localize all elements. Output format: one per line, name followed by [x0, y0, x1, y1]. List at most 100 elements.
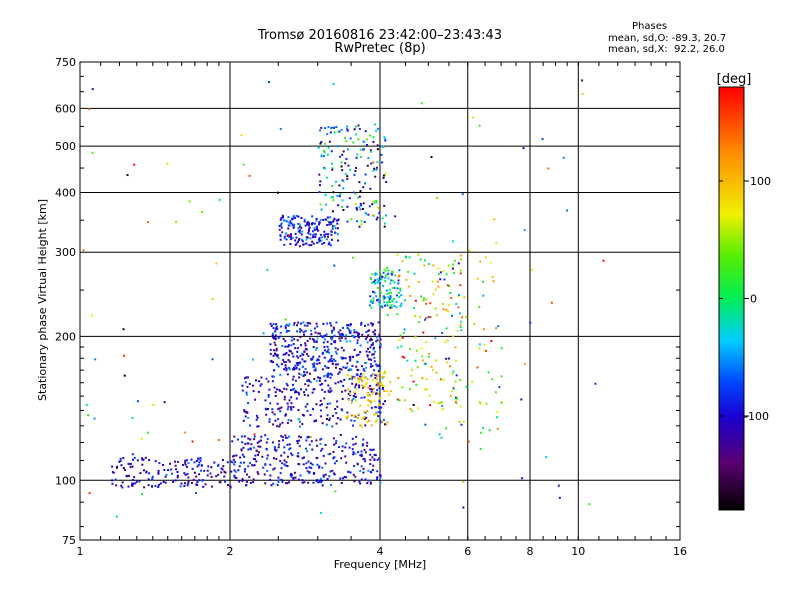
data-point [363, 220, 366, 223]
data-point [366, 347, 369, 350]
data-point [366, 378, 369, 381]
data-point [424, 362, 427, 365]
data-point [366, 164, 369, 167]
data-point [451, 263, 454, 266]
data-point [332, 191, 335, 194]
data-point [249, 481, 252, 484]
data-point [336, 417, 339, 420]
data-point [404, 256, 407, 259]
data-point [387, 272, 390, 275]
data-point [349, 392, 352, 395]
data-point [133, 476, 136, 479]
data-point [361, 425, 364, 428]
data-point [440, 401, 443, 404]
data-point [370, 306, 373, 309]
data-point [304, 344, 307, 347]
data-point [363, 324, 366, 327]
data-point [345, 340, 348, 343]
data-point [267, 394, 270, 397]
data-point [328, 221, 331, 224]
data-point [356, 463, 359, 466]
data-point [361, 333, 364, 336]
data-point [364, 424, 367, 427]
data-point [319, 377, 322, 380]
data-point [338, 337, 341, 340]
data-point [293, 366, 296, 369]
data-point [311, 215, 314, 218]
data-point [393, 286, 396, 289]
data-point [383, 225, 386, 228]
data-point [439, 271, 442, 274]
data-point [396, 346, 399, 349]
data-point [278, 407, 281, 410]
data-point [131, 482, 134, 485]
data-point [306, 450, 309, 453]
data-point [372, 330, 375, 333]
data-point [334, 363, 337, 366]
data-point [147, 478, 150, 481]
data-point [310, 466, 313, 469]
data-point [413, 272, 416, 275]
data-point [360, 220, 363, 223]
data-point [359, 202, 362, 205]
data-point [191, 467, 194, 470]
data-point [360, 384, 363, 387]
data-point [297, 356, 300, 359]
data-point [174, 464, 177, 467]
data-point [336, 348, 339, 351]
data-point [304, 383, 307, 386]
data-point [285, 382, 288, 385]
data-point [288, 224, 291, 227]
data-point [380, 153, 383, 156]
data-point [493, 218, 496, 221]
data-point [323, 335, 326, 338]
data-point [369, 482, 372, 485]
data-point [417, 407, 420, 410]
data-point [123, 374, 126, 377]
data-point [301, 481, 304, 484]
data-point [231, 440, 234, 443]
data-point [364, 411, 367, 414]
data-point [327, 146, 330, 149]
data-point [339, 477, 342, 480]
data-point [367, 404, 370, 407]
data-point [384, 139, 387, 142]
data-point [319, 404, 322, 407]
data-point [403, 328, 406, 331]
data-point [302, 331, 305, 334]
data-point [363, 416, 366, 419]
data-point [308, 372, 311, 375]
data-point [284, 219, 287, 222]
data-point [334, 490, 337, 493]
data-point [280, 467, 283, 470]
data-point [292, 226, 295, 229]
data-point [306, 223, 309, 226]
data-point [422, 299, 425, 302]
data-point [159, 482, 162, 485]
data-point [594, 382, 597, 385]
data-point [345, 417, 348, 420]
data-point [308, 224, 311, 227]
data-point [357, 451, 360, 454]
data-point [195, 460, 198, 463]
data-point [370, 390, 373, 393]
data-point [460, 329, 463, 332]
data-point [140, 457, 143, 460]
data-point [184, 463, 187, 466]
data-point [243, 409, 246, 412]
data-point [255, 460, 258, 463]
data-point [307, 355, 310, 358]
data-point [302, 243, 305, 246]
data-point [425, 340, 428, 343]
data-point [164, 481, 167, 484]
data-point [344, 337, 347, 340]
data-point [330, 338, 333, 341]
data-point [266, 268, 269, 271]
data-point [328, 417, 331, 420]
data-point [334, 347, 337, 350]
chart-title-line1: Tromsø 20160816 23:42:00–23:43:43 [257, 28, 503, 43]
data-point [314, 331, 317, 334]
data-point [289, 474, 292, 477]
data-point [372, 323, 375, 326]
data-point [311, 463, 314, 466]
